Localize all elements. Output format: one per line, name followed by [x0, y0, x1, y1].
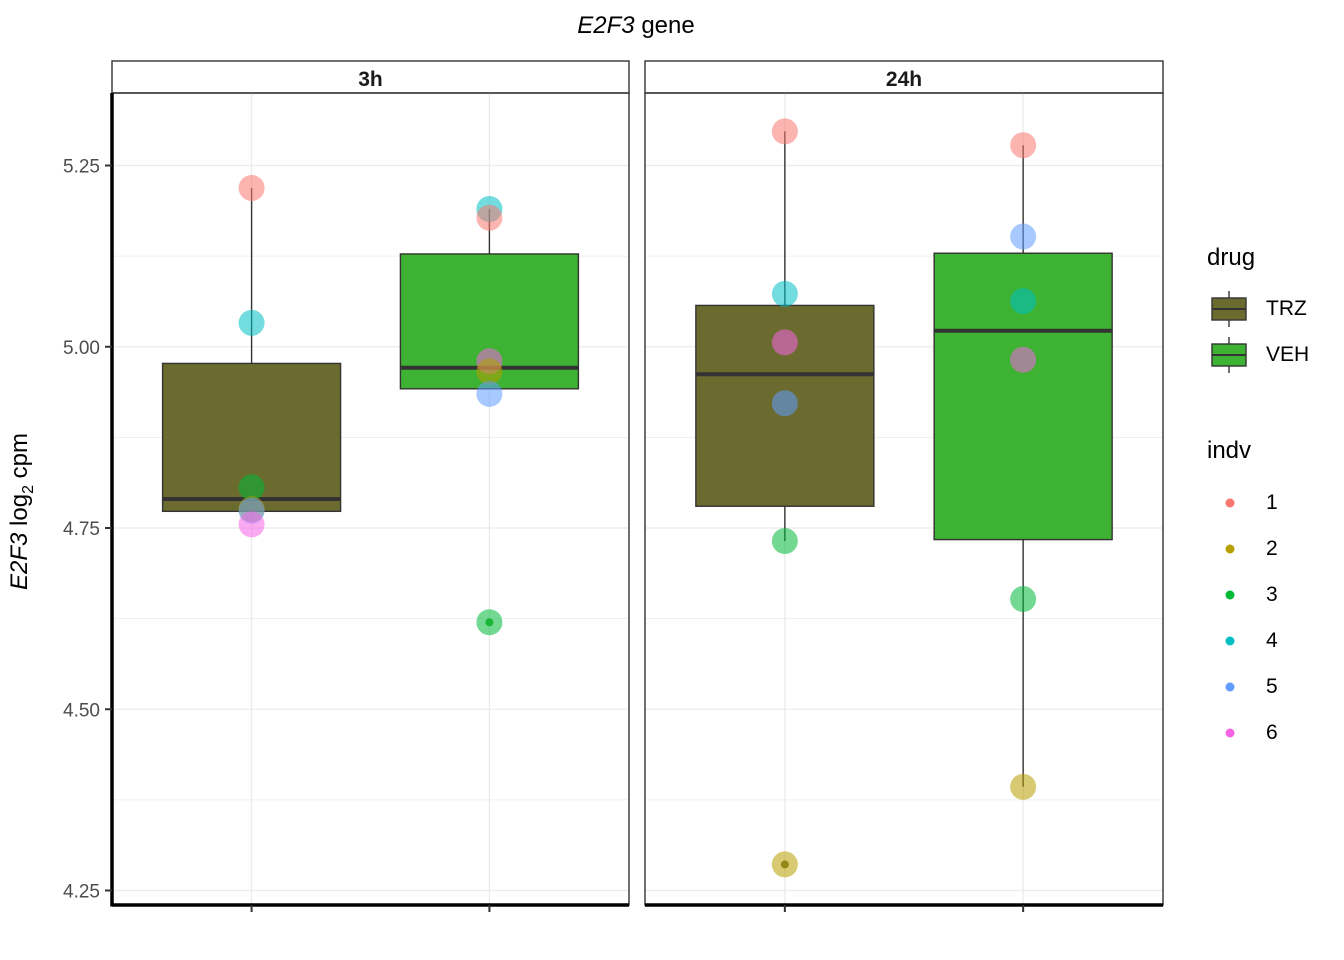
data-point-indv-5 [1010, 223, 1037, 250]
legend-indv-title: indv [1207, 437, 1252, 464]
chart-title: E2F3 gene [0, 12, 1272, 40]
data-point-indv-1 [771, 118, 798, 145]
legend-key-indv-5 [1225, 682, 1235, 692]
legend-drug-label-veh: VEH [1266, 343, 1310, 366]
data-point-indv-4 [771, 280, 798, 307]
data-point-indv-4 [1010, 288, 1037, 315]
legend-indv-label-5: 5 [1266, 675, 1278, 698]
legend-drug-label-trz: TRZ [1266, 297, 1307, 320]
data-point-indv-2 [771, 851, 798, 878]
title-gene: E2F3 [577, 12, 635, 39]
data-point-indv-3 [476, 609, 503, 636]
panel-strip-label-24h: 24h [886, 68, 922, 91]
legend-key-indv-2 [1225, 544, 1235, 554]
data-point-indv-2 [1010, 773, 1037, 800]
data-point-indv-1 [1010, 132, 1037, 159]
legend-indv-label-4: 4 [1266, 629, 1278, 652]
data-point-indv-6 [1010, 346, 1037, 373]
legend-indv-label-3: 3 [1266, 583, 1278, 606]
legend-key-indv-6 [1225, 728, 1235, 738]
legend-key-indv-3 [1225, 590, 1235, 600]
data-point-indv-3 [771, 528, 798, 555]
y-tick-label: 4.25 [63, 882, 100, 903]
data-point-indv-5 [476, 380, 503, 407]
legend-indv-label-6: 6 [1266, 721, 1278, 744]
data-point-indv-3 [238, 474, 265, 501]
legend-drug-title: drug [1207, 244, 1256, 271]
data-point-indv-1 [476, 204, 503, 231]
data-point-indv-6 [771, 329, 798, 356]
data-point-indv-2 [476, 358, 503, 385]
data-point-indv-6 [238, 511, 265, 538]
legend-key-indv-1 [1225, 498, 1235, 508]
legend-indv-label-2: 2 [1266, 537, 1278, 560]
title-suffix: gene [634, 12, 695, 39]
legend-key-indv-4 [1225, 636, 1235, 646]
y-tick-label: 4.75 [63, 519, 100, 540]
y-tick-label: 5.25 [63, 157, 100, 178]
y-tick-label: 5.00 [63, 338, 100, 359]
legend-indv-label-1: 1 [1266, 491, 1278, 514]
panel-strip-24h [644, 60, 1164, 94]
data-point-indv-4 [238, 309, 265, 336]
y-tick-label: 4.50 [63, 700, 100, 721]
panel-strip-label-3h: 3h [358, 68, 383, 91]
data-point-indv-3 [1010, 586, 1037, 613]
data-point-indv-1 [238, 174, 265, 201]
data-point-indv-5 [771, 390, 798, 417]
